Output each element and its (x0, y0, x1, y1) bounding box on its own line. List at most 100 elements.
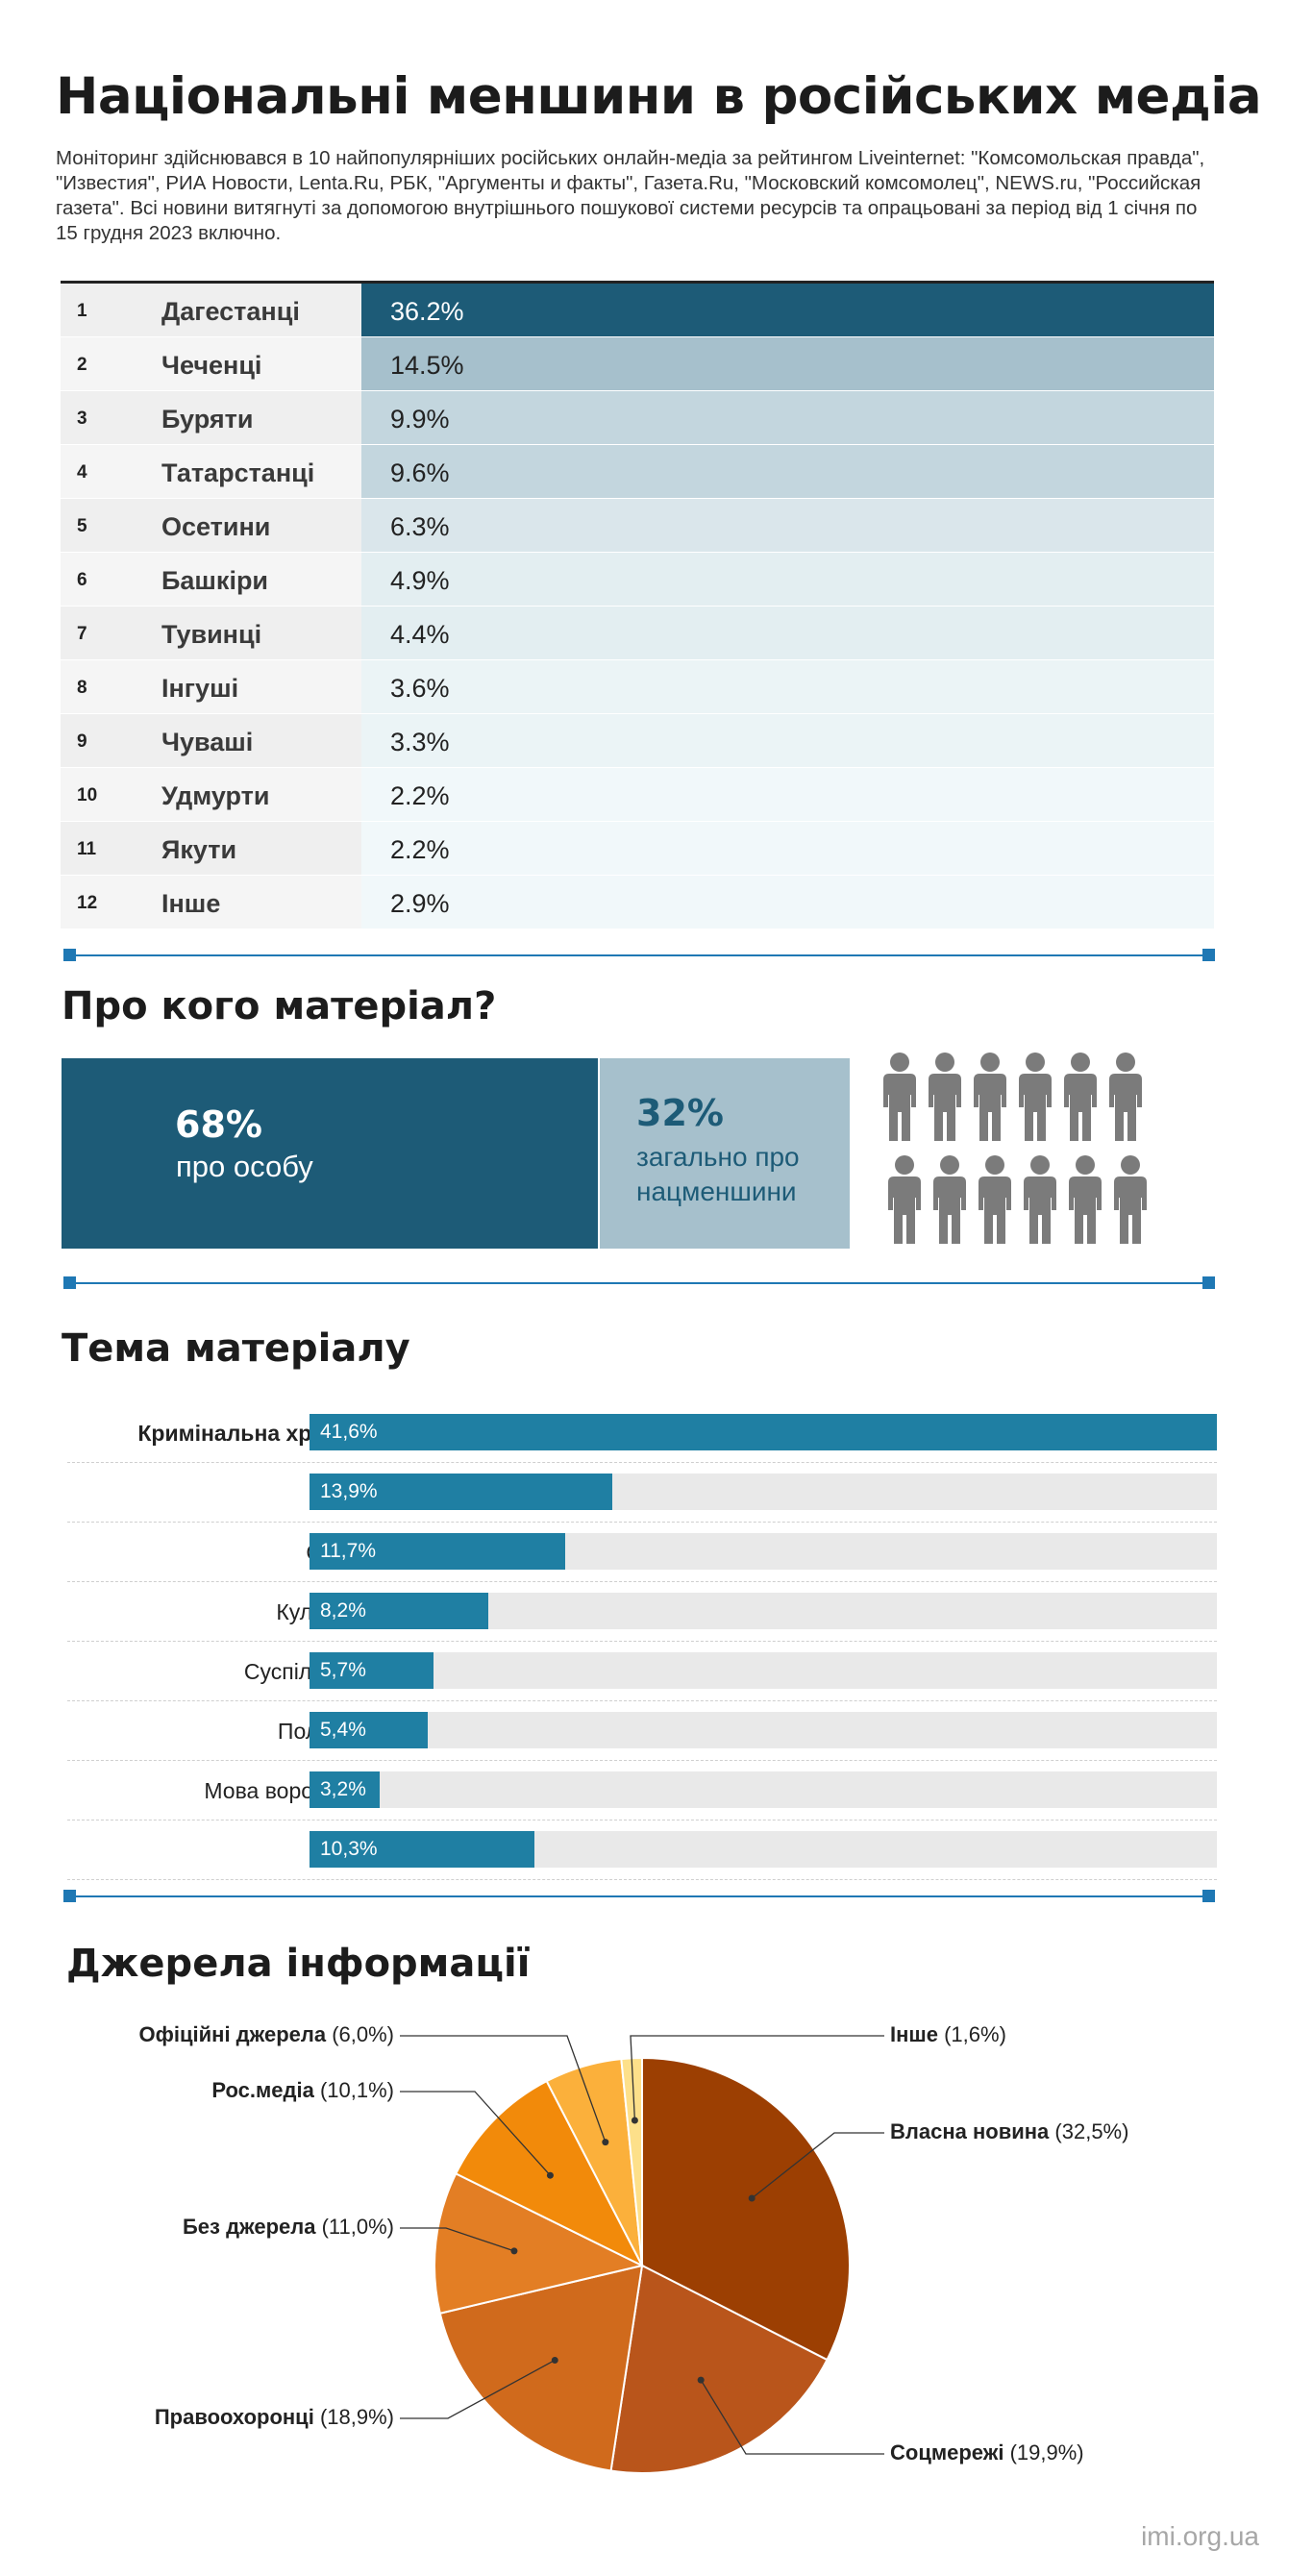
topic-row: Політика5,4% (67, 1700, 1217, 1761)
row-value: 9.9% (390, 405, 450, 433)
pie-label-name: Рос.медіа (211, 2078, 314, 2102)
pie-label-value: (18,9%) (319, 2405, 394, 2429)
pie-label: Без джерела (11,0%) (183, 2215, 394, 2240)
row-name: Якути (161, 835, 237, 864)
row-value: 36.2% (390, 297, 464, 326)
footer-source[interactable]: imi.org.ua (1141, 2521, 1259, 2551)
pie-leader-line (700, 2379, 884, 2455)
row-label-cell: 7 Тувинці (61, 607, 361, 659)
row-label-cell: 12 Інше (61, 876, 361, 929)
pie-label-value: (11,0%) (321, 2215, 394, 2239)
topic-bar-value: 5,7% (320, 1659, 366, 1681)
pie-label-name: Інше (890, 2022, 938, 2046)
row-rank: 6 (77, 570, 87, 590)
topic-bar: 5,7% (310, 1652, 434, 1689)
row-value: 4.4% (390, 620, 450, 649)
pie-leader-line (400, 2227, 515, 2252)
pie-leader-line (751, 2132, 884, 2199)
topic-bar: 10,3% (310, 1831, 534, 1868)
topics-heading: Тема матеріалу (62, 1326, 410, 1371)
topic-bar: 13,9% (310, 1474, 612, 1510)
pie-label: Рос.медіа (10,1%) (211, 2078, 394, 2103)
row-value-cell: 36.2% (361, 284, 1214, 336)
row-value-cell: 9.6% (361, 445, 1214, 498)
topic-row: Мова ворожнечі 3,2% (67, 1760, 1217, 1821)
row-rank: 7 (77, 624, 87, 644)
table-row: 12 Інше 2.9% (61, 876, 1214, 929)
pie-label: Правоохоронці (18,9%) (155, 2405, 394, 2430)
row-rank: 5 (77, 516, 87, 536)
person-icon (1114, 1155, 1147, 1244)
row-value: 14.5% (390, 351, 464, 380)
row-name: Осетини (161, 512, 271, 541)
row-label-cell: 5 Осетини (61, 499, 361, 552)
row-value-cell: 4.4% (361, 607, 1214, 659)
topic-row: Кримінальна хроніка 41,6% (67, 1402, 1217, 1463)
pie-leader-line (400, 2359, 556, 2419)
topic-bar: 11,7% (310, 1533, 565, 1570)
topic-bar: 3,2% (310, 1771, 380, 1808)
pie-slice (641, 2056, 851, 2362)
person-pct: 68% (175, 1103, 262, 1146)
topic-bar-track: 10,3% (310, 1831, 1217, 1868)
row-value-cell: 3.6% (361, 660, 1214, 713)
row-name: Тувинці (161, 620, 262, 649)
row-label-cell: 11 Якути (61, 822, 361, 875)
person-share-bar (62, 1058, 598, 1249)
topic-bar: 5,4% (310, 1712, 428, 1748)
row-label-cell: 6 Башкіри (61, 553, 361, 606)
person-icon (979, 1155, 1011, 1244)
group-label-1: загально про (636, 1142, 800, 1172)
topic-bar-value: 3,2% (320, 1778, 366, 1800)
pie-leader-dot (546, 2171, 554, 2179)
topic-row: Суспільство 5,7% (67, 1641, 1217, 1701)
topic-bar-value: 8,2% (320, 1599, 366, 1622)
row-value-cell: 3.3% (361, 714, 1214, 767)
topic-bar-track: 3,2% (310, 1771, 1217, 1808)
topic-bar-value: 10,3% (320, 1838, 378, 1860)
person-icon (1109, 1053, 1142, 1141)
person-icon (933, 1155, 966, 1244)
row-rank: 1 (77, 301, 87, 321)
row-label-cell: 8 Інгуші (61, 660, 361, 713)
page-title: Національні меншини в російських медіа (56, 67, 1262, 126)
group-pct: 32% (636, 1092, 724, 1134)
section-divider (63, 1276, 1215, 1289)
row-label-cell: 3 Буряти (61, 391, 361, 444)
pie-label-value: (1,6%) (944, 2022, 1006, 2046)
row-name: Буряти (161, 405, 254, 433)
row-rank: 3 (77, 409, 87, 429)
row-name: Дагестанці (161, 297, 300, 326)
section-divider (63, 949, 1215, 961)
table-row: 10 Удмурти 2.2% (61, 768, 1214, 822)
person-label: про особу (176, 1150, 313, 1183)
person-icon (1024, 1155, 1056, 1244)
pie-leader-dot (697, 2376, 705, 2384)
table-row: 5 Осетини 6.3% (61, 499, 1214, 553)
row-label-cell: 9 Чуваші (61, 714, 361, 767)
row-value-cell: 2.2% (361, 768, 1214, 821)
row-rank: 10 (77, 785, 98, 805)
pie-label: Соцмережі (19,9%) (890, 2440, 1084, 2465)
row-value: 6.3% (390, 512, 450, 541)
row-name: Удмурти (161, 781, 270, 810)
pie-label-value: (32,5%) (1054, 2119, 1129, 2143)
row-name: Татарстанці (161, 458, 315, 487)
pie-label-name: Офіційні джерела (138, 2022, 327, 2046)
person-icon (883, 1053, 916, 1141)
row-name: Чуваші (161, 728, 254, 756)
pie-leader-dot (748, 2194, 756, 2202)
pie-leader-dot (510, 2247, 518, 2255)
pie-leader-line (400, 2035, 607, 2143)
table-row: 2 Чеченці 14.5% (61, 337, 1214, 391)
person-icon (974, 1053, 1006, 1141)
row-label-cell: 10 Удмурти (61, 768, 361, 821)
table-row: 4 Татарстанці 9.6% (61, 445, 1214, 499)
topic-row: СВО13,9% (67, 1462, 1217, 1523)
pie-label-value: (6,0%) (332, 2022, 394, 2046)
page-subtitle: Моніторинг здійснювався в 10 найпопулярн… (56, 147, 1205, 244)
pie-label-name: Правоохоронці (154, 2405, 314, 2429)
topic-bar-value: 5,4% (320, 1719, 366, 1741)
pie-leader-dot (602, 2139, 609, 2146)
sources-pie-chart (400, 2035, 884, 2474)
